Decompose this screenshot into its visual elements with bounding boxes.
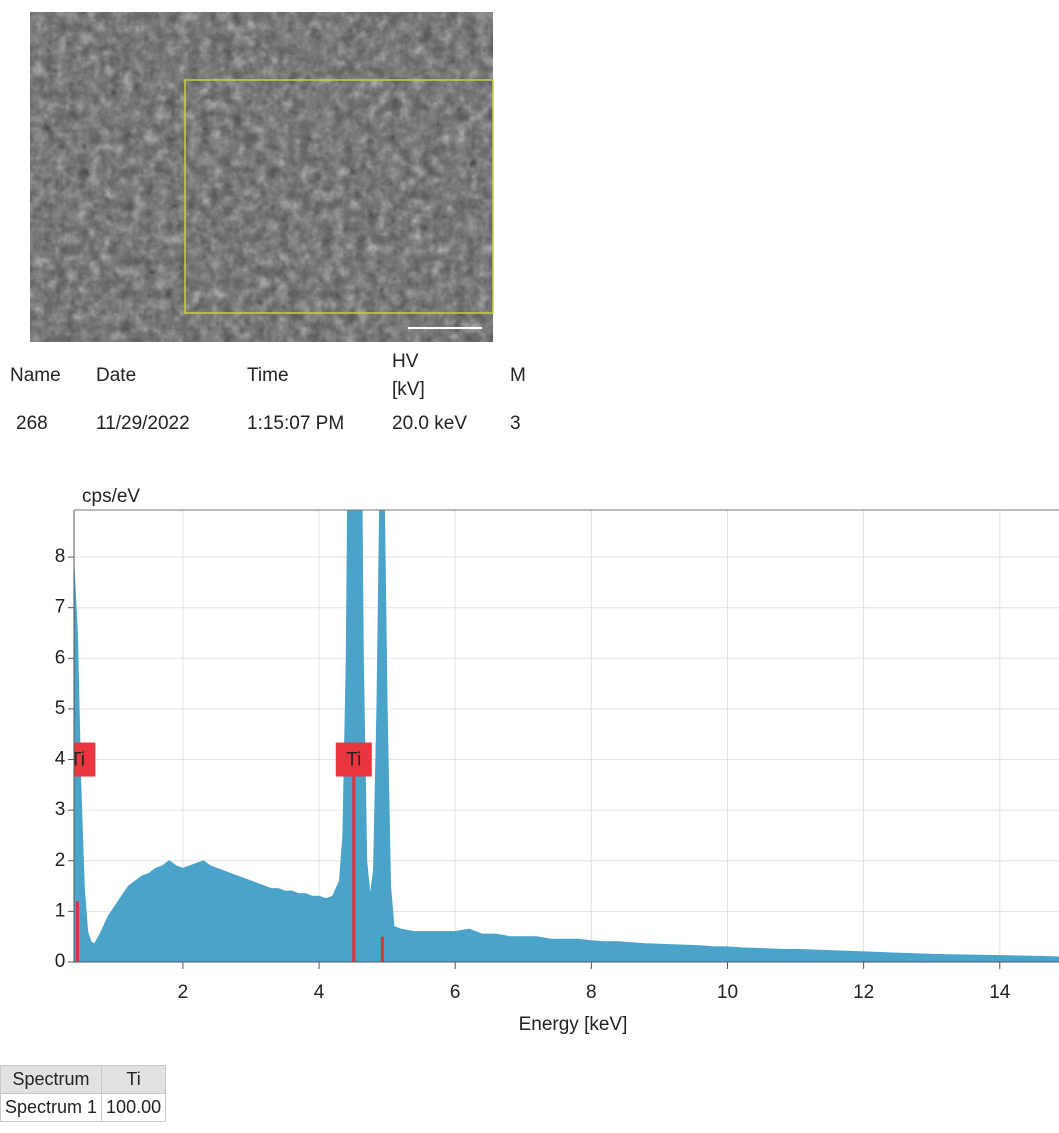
table-header: Spectrum (0, 1065, 103, 1094)
x-tick-label: 12 (853, 982, 874, 1003)
y-tick-label: 8 (55, 546, 66, 567)
table-header: Ti (101, 1065, 167, 1094)
info-cell: 268 (16, 413, 48, 434)
results-table: Spectrum Ti Spectrum 1 100.00 (0, 1065, 167, 1122)
y-tick-label: 7 (55, 597, 66, 618)
info-header: M (510, 365, 526, 386)
x-tick-label: 6 (450, 982, 461, 1003)
y-tick-label: 6 (55, 647, 66, 668)
table-cell: 100.00 (101, 1093, 167, 1122)
info-cell: 20.0 keV (392, 413, 467, 434)
info-table: Name Date Time HV [kV] M 268 11/29/2022 1:15:07… (0, 340, 527, 450)
info-header: Date (96, 365, 137, 386)
element-label-box (335, 742, 372, 777)
y-tick-label: 1 (55, 900, 66, 921)
element-label-box (74, 742, 96, 777)
element-label: Ti (346, 750, 361, 771)
x-tick-label: 2 (178, 982, 189, 1003)
y-tick-label: 2 (55, 850, 66, 871)
plot-area: Ti Ti (70, 510, 1059, 962)
x-tick-label: 8 (586, 982, 597, 1003)
x-axis-label: Energy [keV] (519, 1014, 628, 1035)
info-cell: 11/29/2022 (96, 413, 190, 434)
info-header: Time (247, 365, 289, 386)
sem-image (30, 12, 494, 342)
y-axis-label: cps/eV (82, 486, 140, 507)
y-tick-label: 5 (55, 698, 66, 719)
info-header: Name (10, 365, 61, 386)
y-tick-label: 0 (55, 951, 66, 972)
info-header: HV [kV] (392, 351, 425, 400)
info-cell: 3 (510, 413, 521, 434)
table-row: Spectrum 1 100.00 (0, 1093, 167, 1122)
element-label: Ti (70, 750, 85, 771)
x-tick-label: 14 (989, 982, 1011, 1003)
x-tick-label: 4 (314, 982, 325, 1003)
table-cell: Spectrum 1 (0, 1093, 103, 1122)
y-tick-label: 4 (55, 749, 66, 770)
x-tick-label: 10 (717, 982, 738, 1003)
info-cell: 1:15:07 PM (247, 413, 345, 434)
y-tick-label: 3 (55, 799, 66, 820)
table-header-row: Spectrum Ti (0, 1065, 167, 1094)
